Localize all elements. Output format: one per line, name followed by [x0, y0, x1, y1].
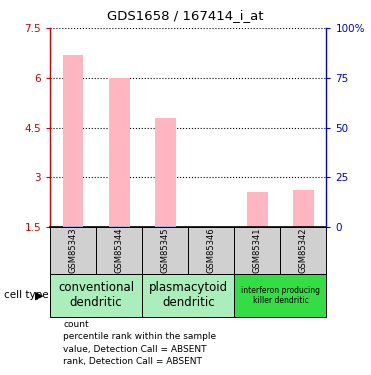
Bar — [50, 227, 96, 274]
Bar — [142, 274, 234, 317]
Text: percentile rank within the sample: percentile rank within the sample — [63, 332, 216, 341]
Text: GSM85341: GSM85341 — [253, 228, 262, 273]
Text: plasmacytoid
dendritic: plasmacytoid dendritic — [149, 281, 228, 309]
Bar — [247, 192, 268, 227]
Bar — [280, 227, 326, 274]
Text: cell type: cell type — [4, 290, 48, 300]
Text: GSM85343: GSM85343 — [69, 228, 78, 273]
Bar — [96, 227, 142, 274]
Bar — [155, 118, 175, 227]
Text: ▶: ▶ — [35, 290, 43, 300]
Bar — [63, 55, 83, 227]
Text: GSM85345: GSM85345 — [161, 228, 170, 273]
Text: GSM85342: GSM85342 — [299, 228, 308, 273]
Text: rank, Detection Call = ABSENT: rank, Detection Call = ABSENT — [63, 357, 202, 366]
Bar — [142, 227, 188, 274]
Bar — [109, 78, 129, 227]
Bar — [293, 190, 314, 227]
Bar — [50, 274, 142, 317]
Text: GSM85346: GSM85346 — [207, 228, 216, 273]
Text: GDS1658 / 167414_i_at: GDS1658 / 167414_i_at — [107, 9, 264, 22]
Bar — [109, 226, 129, 227]
Text: count: count — [63, 320, 89, 329]
Bar — [234, 227, 280, 274]
Text: interferon producing
killer dendritic: interferon producing killer dendritic — [241, 286, 320, 305]
Bar — [188, 227, 234, 274]
Text: GSM85344: GSM85344 — [115, 228, 124, 273]
Bar — [155, 226, 175, 227]
Bar — [234, 274, 326, 317]
Bar — [63, 226, 83, 227]
Text: conventional
dendritic: conventional dendritic — [58, 281, 134, 309]
Text: value, Detection Call = ABSENT: value, Detection Call = ABSENT — [63, 345, 207, 354]
